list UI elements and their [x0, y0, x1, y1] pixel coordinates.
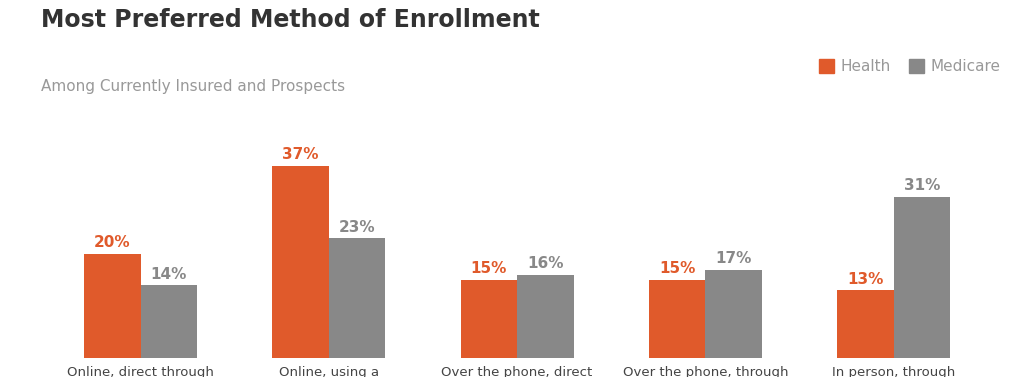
Text: 13%: 13% [847, 272, 884, 287]
Bar [706, 270, 762, 358]
Text: 14%: 14% [151, 267, 187, 282]
Text: 31%: 31% [903, 178, 940, 193]
Text: 15%: 15% [471, 261, 507, 276]
Text: 37%: 37% [283, 147, 318, 162]
Text: Most Preferred Method of Enrollment: Most Preferred Method of Enrollment [41, 8, 540, 32]
Bar [894, 197, 950, 358]
Bar [272, 166, 329, 358]
Text: 16%: 16% [527, 256, 563, 271]
Text: 17%: 17% [716, 251, 752, 266]
Bar [461, 280, 517, 358]
Bar [649, 280, 706, 358]
Bar [140, 285, 198, 358]
Text: 23%: 23% [339, 220, 376, 235]
Bar [837, 290, 894, 358]
Text: Among Currently Insured and Prospects: Among Currently Insured and Prospects [41, 79, 345, 94]
Bar [517, 275, 573, 358]
Legend: Health, Medicare: Health, Medicare [812, 53, 1007, 80]
Text: 20%: 20% [94, 235, 131, 250]
Bar [329, 238, 385, 358]
Text: 15%: 15% [658, 261, 695, 276]
Bar [84, 254, 140, 358]
